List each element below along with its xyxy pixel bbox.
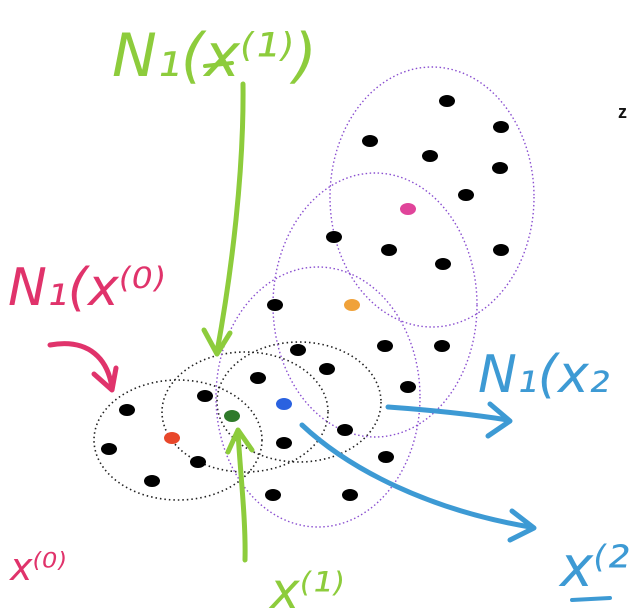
- point: [493, 121, 509, 133]
- point-orange: [344, 299, 360, 311]
- neighborhood-x1-ellipse: [161, 351, 329, 473]
- neighborhood-ellipses: [93, 66, 535, 528]
- point: [362, 135, 378, 147]
- label-x1: x⁽¹⁾: [268, 562, 344, 615]
- point: [197, 390, 213, 402]
- point: [101, 443, 117, 455]
- point-x2: [276, 398, 292, 410]
- point: [434, 340, 450, 352]
- neighborhood-x0-ellipse: [93, 379, 263, 501]
- neighborhood-x2-ellipse: [216, 341, 382, 463]
- point-x0: [164, 432, 180, 444]
- point: [377, 340, 393, 352]
- large-purple-ellipse-upper: [329, 66, 535, 328]
- point: [342, 489, 358, 501]
- point: [378, 451, 394, 463]
- point: [458, 189, 474, 201]
- point: [492, 162, 508, 174]
- point-x1: [224, 410, 240, 422]
- point: [326, 231, 342, 243]
- point: [319, 363, 335, 375]
- label-n1-x0: N₁(x⁽⁰⁾: [8, 258, 165, 318]
- arrow-x1: [235, 429, 248, 563]
- point: [267, 299, 283, 311]
- arrow-x2: [299, 422, 533, 530]
- arrow-n1-x1: [214, 81, 246, 355]
- underline-x1: [203, 61, 234, 68]
- large-purple-ellipse-lower: [215, 266, 421, 528]
- point: [435, 258, 451, 270]
- point: [119, 404, 135, 416]
- point: [400, 381, 416, 393]
- arrow-x1-head: [225, 427, 255, 455]
- label-x2: x⁽²: [558, 535, 629, 600]
- point: [439, 95, 455, 107]
- point: [493, 244, 509, 256]
- arrow-n1-x0-head: [91, 365, 119, 393]
- point: [276, 437, 292, 449]
- arrow-n1-x1-head: [201, 327, 233, 357]
- point: [381, 244, 397, 256]
- point: [290, 344, 306, 356]
- arrow-x2-head: [507, 508, 537, 543]
- label-x0: x⁽⁰⁾: [9, 545, 66, 589]
- point: [250, 372, 266, 384]
- arrow-n1-x2-head: [485, 401, 513, 439]
- arrow-n1-x0: [47, 341, 115, 391]
- arrow-n1-x2: [385, 404, 511, 423]
- point: [422, 150, 438, 162]
- label-n1-x1: N₁(x⁽¹⁾): [112, 21, 317, 91]
- underline-x2: [570, 596, 612, 602]
- point: [144, 475, 160, 487]
- point-magenta: [400, 203, 416, 215]
- points: [101, 95, 509, 501]
- point: [337, 424, 353, 436]
- label-z: z: [618, 102, 627, 122]
- point: [190, 456, 206, 468]
- point: [265, 489, 281, 501]
- arrows: [47, 61, 612, 602]
- label-n1-x2: N₁(x₂: [478, 345, 610, 405]
